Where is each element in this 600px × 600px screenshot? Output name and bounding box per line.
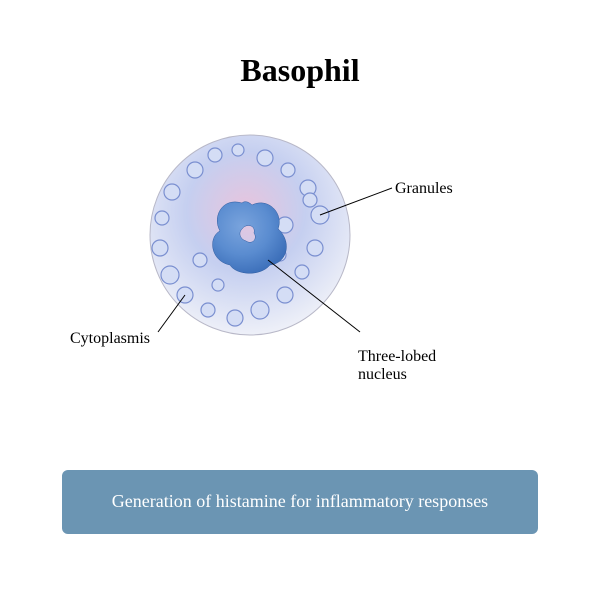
granule bbox=[303, 193, 317, 207]
caption-text: Generation of histamine for inflammatory… bbox=[112, 490, 488, 513]
granule bbox=[212, 279, 224, 291]
granule bbox=[193, 253, 207, 267]
granule bbox=[152, 240, 168, 256]
granule bbox=[281, 163, 295, 177]
granule bbox=[187, 162, 203, 178]
granule bbox=[164, 184, 180, 200]
label-granules: Granules bbox=[395, 180, 453, 198]
label-nucleus: Three-lobed nucleus bbox=[358, 330, 436, 384]
label-cytoplasm: Cytoplasmis bbox=[70, 330, 150, 348]
leader-line-cytoplasm bbox=[158, 295, 185, 332]
title-text: Basophil bbox=[240, 52, 359, 88]
cell-membrane bbox=[150, 135, 350, 335]
basophil-cell-svg bbox=[0, 130, 600, 450]
granule bbox=[257, 150, 273, 166]
granule bbox=[277, 287, 293, 303]
caption-box: Generation of histamine for inflammatory… bbox=[62, 470, 538, 534]
granule bbox=[251, 301, 269, 319]
granule bbox=[295, 265, 309, 279]
granule bbox=[155, 211, 169, 225]
granule bbox=[161, 266, 179, 284]
granule bbox=[232, 144, 244, 156]
granule bbox=[307, 240, 323, 256]
page-title: Basophil bbox=[240, 52, 359, 89]
cell-diagram: Granules Three-lobed nucleus Cytoplasmis bbox=[0, 130, 600, 450]
granule bbox=[208, 148, 222, 162]
granule bbox=[227, 310, 243, 326]
granule bbox=[201, 303, 215, 317]
